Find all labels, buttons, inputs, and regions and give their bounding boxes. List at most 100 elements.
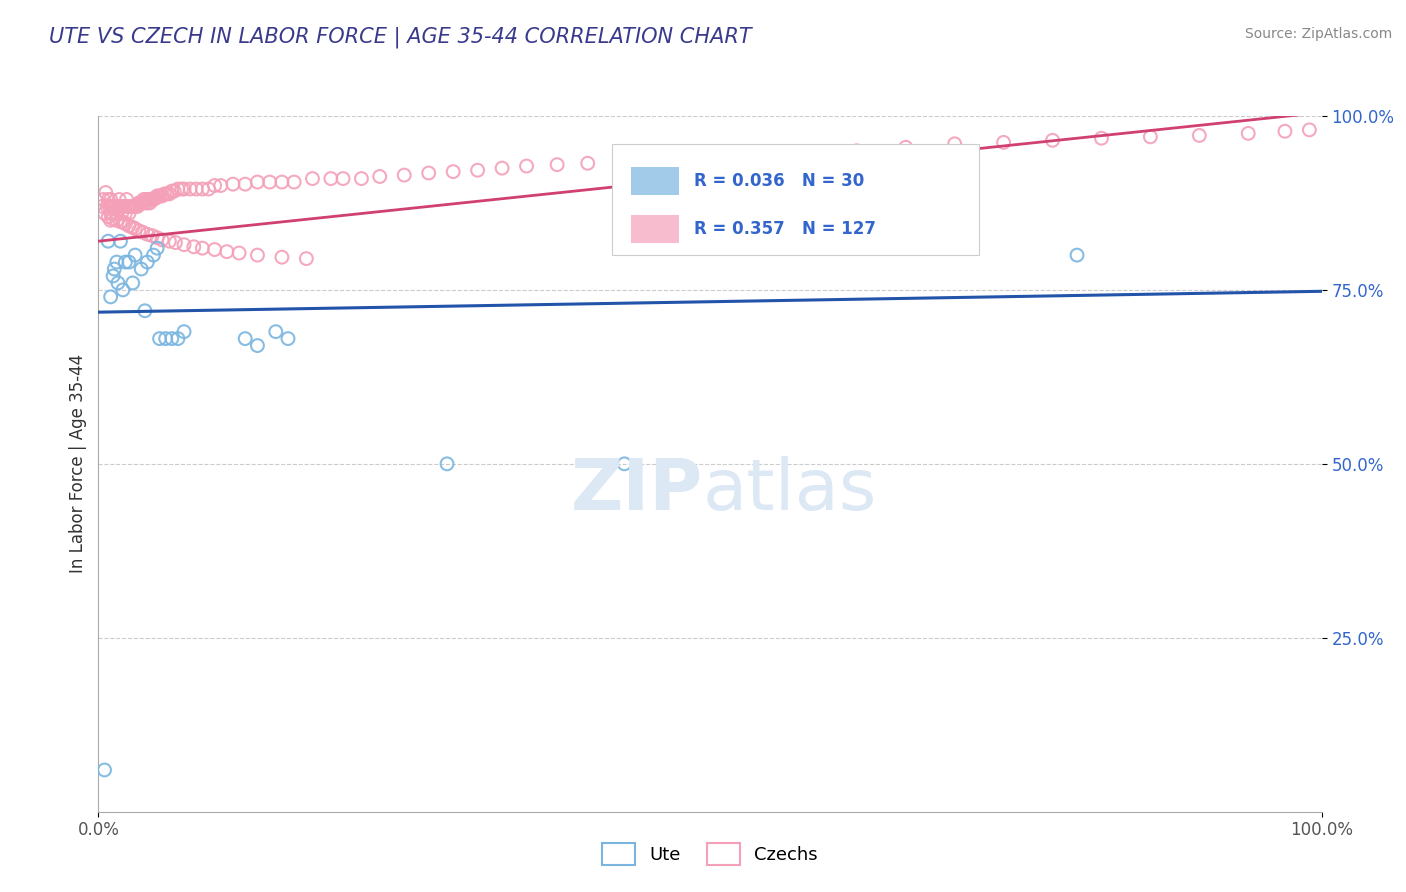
Point [894, 140, 917, 154]
Point [143, 191, 166, 205]
Point [146, 241, 169, 255]
Y-axis label: In Labor Force | Age 35-44: In Labor Force | Age 35-44 [69, 354, 87, 574]
Point [295, 252, 318, 266]
Point [91, 199, 114, 213]
Point [111, 199, 134, 213]
Point [136, 196, 159, 211]
Point [613, 154, 636, 169]
Point [128, 196, 150, 211]
Point [107, 199, 129, 213]
Point [100, 213, 122, 227]
Point [1298, 123, 1320, 137]
Point [515, 159, 537, 173]
Point [97, 193, 120, 207]
FancyBboxPatch shape [612, 144, 979, 255]
Point [125, 199, 148, 213]
Point [157, 234, 180, 248]
Legend: Ute, Czechs: Ute, Czechs [595, 836, 825, 872]
Point [120, 199, 142, 213]
Point [1066, 248, 1088, 262]
Point [155, 332, 177, 346]
Point [103, 199, 125, 213]
Point [467, 163, 489, 178]
Point [797, 145, 820, 160]
Point [149, 332, 172, 346]
Text: R = 0.036   N = 30: R = 0.036 N = 30 [695, 171, 865, 190]
Point [121, 276, 143, 290]
Point [546, 158, 568, 172]
Point [142, 193, 165, 207]
Point [149, 189, 172, 203]
Point [418, 166, 440, 180]
Point [100, 206, 122, 220]
Point [246, 248, 269, 262]
FancyBboxPatch shape [630, 167, 679, 194]
Point [160, 184, 183, 198]
Point [150, 233, 173, 247]
Point [183, 240, 205, 254]
Point [96, 199, 118, 213]
Point [613, 457, 636, 471]
Point [246, 338, 269, 352]
Point [101, 199, 124, 213]
Text: ZIP: ZIP [571, 456, 703, 525]
Point [191, 182, 214, 196]
Point [128, 224, 150, 238]
Point [209, 178, 232, 193]
Point [160, 332, 183, 346]
Point [215, 244, 238, 259]
Point [228, 246, 250, 260]
Text: Source: ZipAtlas.com: Source: ZipAtlas.com [1244, 27, 1392, 41]
Point [156, 186, 179, 201]
Point [436, 457, 458, 471]
Point [136, 227, 159, 242]
Point [148, 189, 170, 203]
Point [139, 196, 162, 211]
Point [136, 255, 159, 269]
Point [124, 248, 146, 262]
Point [131, 225, 153, 239]
Point [491, 161, 513, 176]
Point [121, 199, 143, 213]
Point [114, 255, 136, 269]
Point [204, 178, 226, 193]
Point [131, 196, 153, 211]
Point [157, 186, 180, 201]
Point [124, 199, 146, 213]
Point [170, 182, 193, 196]
Point [222, 177, 245, 191]
Point [1274, 124, 1296, 138]
Point [165, 235, 187, 250]
Point [114, 217, 136, 231]
Point [135, 193, 157, 207]
Point [845, 144, 868, 158]
Point [111, 283, 134, 297]
Point [699, 149, 721, 163]
Point [111, 215, 134, 229]
Point [129, 196, 152, 211]
Point [108, 193, 131, 207]
Point [110, 199, 132, 213]
Point [129, 262, 152, 277]
Point [145, 191, 167, 205]
Point [111, 206, 134, 220]
Point [197, 182, 219, 196]
Point [163, 184, 186, 198]
Point [233, 332, 256, 346]
Point [118, 219, 141, 233]
Point [332, 171, 354, 186]
Point [1090, 131, 1112, 145]
Text: UTE VS CZECH IN LABOR FORCE | AGE 35-44 CORRELATION CHART: UTE VS CZECH IN LABOR FORCE | AGE 35-44 … [49, 27, 752, 48]
Point [264, 325, 287, 339]
Point [350, 171, 373, 186]
Point [124, 221, 146, 235]
Point [98, 199, 121, 213]
Point [112, 199, 135, 213]
Point [134, 303, 156, 318]
Point [103, 262, 125, 277]
Point [441, 164, 464, 178]
Point [270, 175, 294, 189]
Point [127, 199, 149, 213]
FancyBboxPatch shape [630, 216, 679, 244]
Point [141, 193, 163, 207]
